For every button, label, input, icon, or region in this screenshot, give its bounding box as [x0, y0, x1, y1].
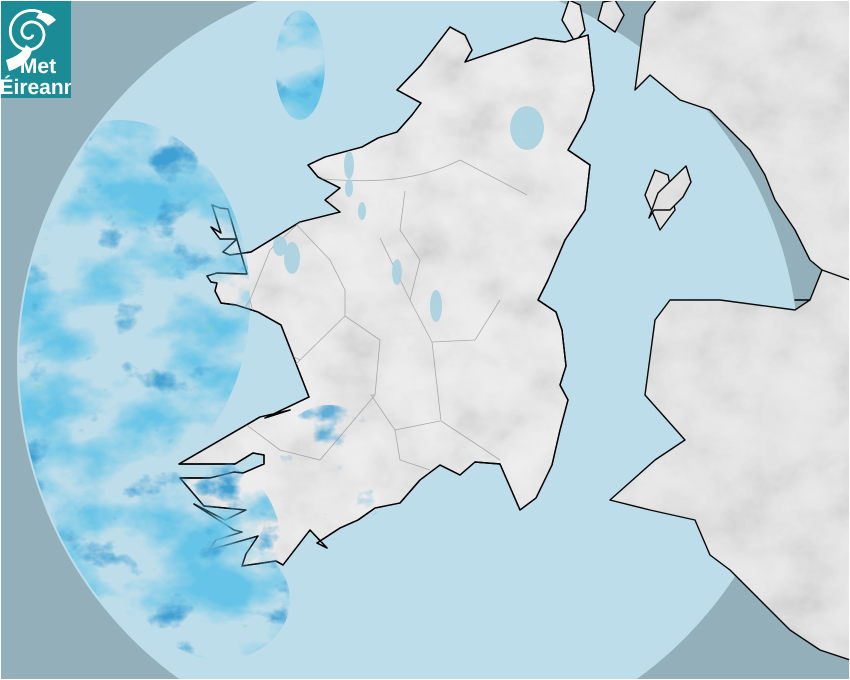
svg-text:Éireann: Éireann: [1, 75, 71, 98]
svg-text:Met: Met: [20, 55, 56, 78]
